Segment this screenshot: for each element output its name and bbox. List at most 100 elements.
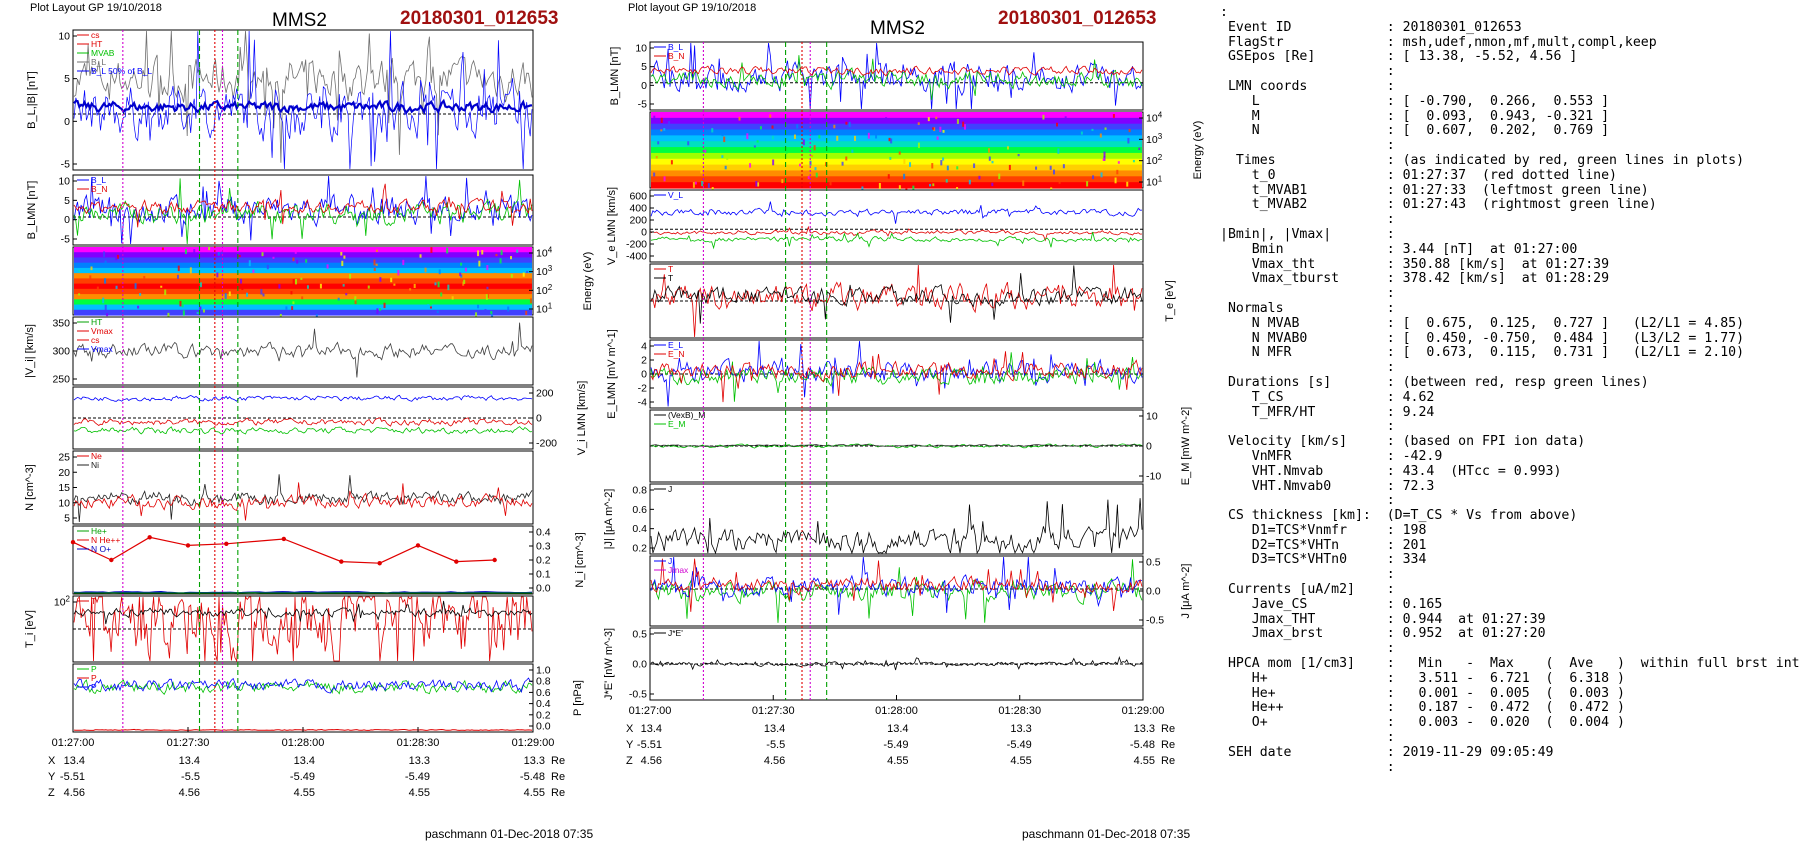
y-axis-label: J [μA m^-2] (1180, 564, 1192, 619)
heatmap-speck (139, 292, 142, 296)
legend-entry: V_L (668, 190, 683, 200)
heatmap-speck (300, 277, 303, 280)
heatmap-speck (390, 277, 393, 283)
panel-4: T_e [eV] TT (649, 263, 1176, 339)
y-axis-label: B_LMN [nT] (609, 47, 621, 106)
y-tick-label: 0.3 (536, 541, 551, 553)
series-line (650, 231, 1143, 250)
heatmap-speck (278, 284, 281, 289)
heatmap-speck (905, 187, 908, 191)
heatmap-speck (833, 124, 836, 129)
heatmap-speck (440, 292, 443, 297)
heatmap-band (74, 262, 532, 269)
series-line (650, 558, 1143, 612)
heatmap-speck (160, 285, 163, 288)
ephemeris-unit: Re (551, 771, 565, 783)
heatmap-speck (485, 294, 488, 300)
heatmap-speck (291, 306, 294, 311)
y-tick-label: -4 (638, 397, 647, 409)
middle-event-title: 20180301_012653 (998, 8, 1157, 29)
heatmap-speck (373, 267, 376, 272)
left-spacecraft-title: MMS2 (272, 10, 327, 31)
heatmap-speck (1114, 177, 1117, 184)
heatmap-speck (845, 121, 848, 125)
series-line (73, 677, 533, 694)
y-tick-label: 0.5 (632, 629, 647, 641)
ephemeris-value: 4.56 (641, 755, 662, 767)
heatmap-speck (898, 151, 901, 155)
heatmap-speck (507, 306, 510, 312)
heatmap-speck (189, 267, 192, 274)
heatmap-speck (500, 250, 503, 256)
series-line (73, 394, 533, 402)
heatmap-speck (115, 257, 118, 261)
heatmap-speck (1127, 137, 1130, 144)
heatmap-speck (446, 247, 449, 254)
heatmap-speck (721, 155, 724, 158)
heatmap-speck (510, 273, 513, 278)
data-point (415, 543, 421, 548)
y-tick-label: -0.5 (629, 689, 647, 701)
heatmap-speck (836, 135, 839, 141)
data-point (109, 557, 114, 563)
heatmap-speck (991, 160, 994, 164)
legend-entry: B_L (668, 42, 683, 52)
heatmap-speck (890, 138, 893, 144)
panel-7: 0.8 0.6 0.4 0.2 |J| [μA m^-2] J (603, 483, 1144, 555)
heatmap-speck (701, 180, 704, 187)
legend-entry: J*E' (668, 628, 683, 638)
series-line (73, 322, 533, 378)
heatmap-speck (917, 142, 920, 149)
y-axis-label: T_e [eV] (1164, 280, 1176, 322)
heatmap-speck (932, 127, 935, 130)
heatmap-speck (306, 285, 309, 289)
heatmap-speck (1049, 165, 1052, 170)
heatmap-speck (978, 175, 981, 180)
heatmap-band (74, 299, 532, 306)
ephemeris-value: 4.56 (179, 787, 200, 799)
heatmap-band (651, 117, 1142, 125)
heatmap-speck (935, 116, 938, 120)
heatmap-speck (345, 293, 348, 296)
heatmap-speck (1086, 181, 1089, 187)
heatmap-speck (292, 301, 295, 305)
heatmap-band (74, 304, 532, 311)
heatmap-speck (759, 126, 762, 130)
y-axis-label: V_i LMN [km/s] (576, 381, 588, 456)
ephemeris-value: 13.4 (294, 755, 315, 767)
y-axis-label: N [cm^-3] (24, 464, 36, 511)
heatmap-speck (460, 262, 463, 266)
middle-signature: paschmann 01-Dec-2018 07:35 (1022, 827, 1191, 841)
series-line (73, 30, 533, 170)
middle-layout-label: Plot layout GP 19/10/2018 (628, 2, 757, 14)
heatmap-speck (757, 182, 760, 187)
legend-entry: P (91, 673, 97, 683)
y-tick-label: 104 (536, 246, 553, 260)
y-tick-label: 0 (641, 227, 647, 239)
heatmap-speck (252, 269, 255, 273)
panel-5: 4 2 0 -2 -4 E_LMN [mV m^-1] E_LE_N (606, 329, 1144, 419)
heatmap-speck (522, 272, 525, 277)
heatmap-speck (692, 182, 695, 188)
heatmap-speck (940, 160, 943, 166)
heatmap-speck (903, 173, 906, 180)
heatmap-speck (486, 292, 489, 298)
heatmap-speck (262, 293, 265, 297)
legend-entry: Jmax (668, 565, 689, 575)
heatmap-speck (96, 286, 99, 290)
ephemeris-value: 13.3 (1010, 723, 1031, 735)
heatmap-speck (1050, 187, 1053, 191)
heatmap-speck (1116, 169, 1119, 175)
data-point (454, 559, 459, 564)
heatmap-speck (529, 298, 532, 304)
heatmap-speck (1057, 148, 1060, 154)
middle-spacecraft-title: MMS2 (870, 18, 925, 39)
y-tick-label: 0.2 (536, 555, 551, 567)
data-point (70, 539, 76, 545)
heatmap-speck (137, 305, 140, 309)
y-axis-label: J*E' [nW m^-3] (603, 628, 615, 700)
heatmap-speck (499, 258, 502, 264)
ephemeris-label-x: X (626, 723, 634, 735)
legend-entry: B_L 50% of B_L (91, 66, 152, 76)
